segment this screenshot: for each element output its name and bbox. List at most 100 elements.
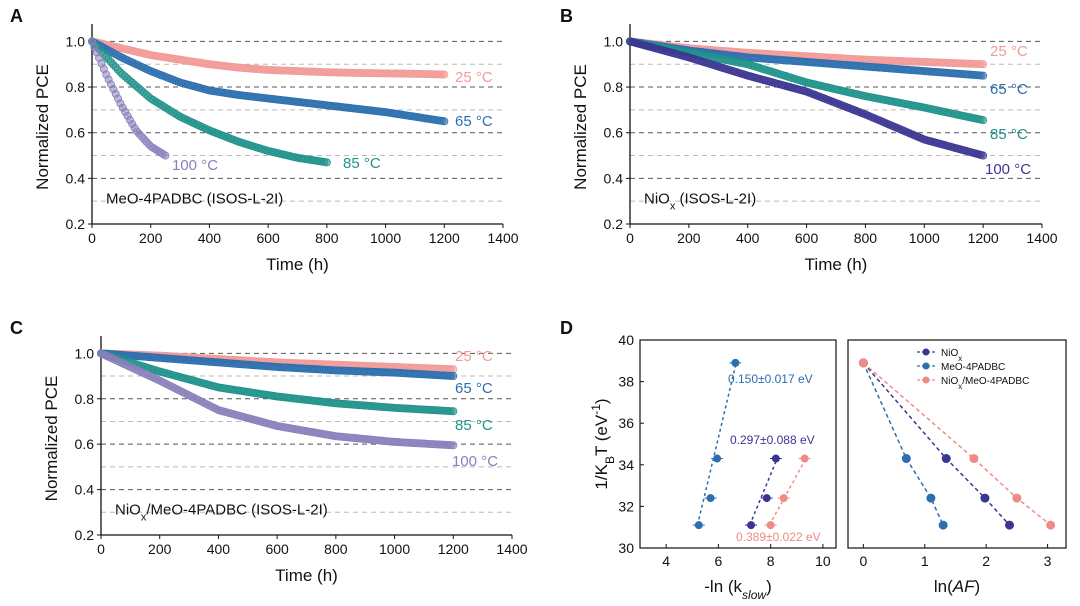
- y-tick-label: 0.8: [75, 391, 95, 407]
- y-tick-label: 30: [618, 540, 634, 556]
- series-label: 85 °C: [455, 417, 493, 434]
- y-tick-label: 0.6: [66, 125, 86, 141]
- x-tick-label: 800: [315, 230, 339, 246]
- panel-a-chart: 0 200 400 600 800 1000 1200 1400 0.2 0.4 0.6 0.8 1.0…: [33, 24, 519, 274]
- data-point: [1046, 520, 1056, 530]
- data-point: [858, 358, 868, 368]
- x-tick-label: 200: [677, 230, 701, 246]
- series-label: 85 °C: [343, 155, 381, 172]
- fit-line: [768, 458, 807, 526]
- xlabel-end: ): [974, 577, 980, 596]
- x-tick-label: 200: [139, 230, 163, 246]
- x-tick-label: 1400: [1026, 230, 1057, 246]
- ylabel-sup: -1: [589, 404, 603, 415]
- panel-inset-label: MeO-4PADBC (ISOS-L-2I): [106, 190, 283, 207]
- series-65C: [97, 349, 458, 381]
- series-label: 25 °C: [455, 69, 493, 86]
- xlabel-sub: slow: [742, 588, 767, 602]
- x-tick-label: 200: [148, 541, 172, 557]
- inset-sub: x: [670, 200, 676, 212]
- series-label: 100 °C: [985, 161, 1031, 178]
- ylabel-sub: B: [603, 456, 617, 464]
- panel-c-chart: 0 200 400 600 800 1000 1200 1400 0.2 0.4 0.6 0.8 1.0…: [42, 336, 528, 585]
- x-tick-label: 1000: [909, 230, 940, 246]
- inset-rest: (ISOS-L-2I): [675, 190, 756, 207]
- data-point: [979, 71, 988, 80]
- panel-inset-label: NiOx (ISOS-L-2I): [644, 190, 756, 212]
- data-point: [901, 454, 911, 464]
- x-tick-label: 1200: [429, 230, 460, 246]
- legend-label: MeO-4PADBC: [941, 362, 1005, 373]
- y-tick-label: 0.4: [75, 482, 95, 498]
- y-tick-label: 0.4: [66, 170, 86, 186]
- data-point: [747, 521, 756, 530]
- y-tick-label: 0.6: [604, 125, 624, 141]
- x-tick-label: 1000: [370, 230, 401, 246]
- x-tick-label: 6: [715, 553, 723, 569]
- activation-energy-label: 0.297±0.088 eV: [730, 433, 815, 447]
- ylabel-mid: T (eV: [592, 414, 611, 456]
- y-axis-label: Normalized PCE: [33, 64, 52, 190]
- x-tick-label: 1400: [487, 230, 518, 246]
- x-tick-label: 1000: [379, 541, 410, 557]
- legend-label: NiOx/MeO-4PADBC: [941, 376, 1029, 391]
- panel-label-b: B: [560, 6, 573, 26]
- data-point: [440, 70, 449, 79]
- series-25C: [88, 37, 449, 79]
- activation-energy-label: 0.389±0.022 eV: [736, 530, 821, 544]
- legend-sub: x: [958, 354, 962, 363]
- y-tick-label: 38: [618, 374, 634, 390]
- x-tick-label: 400: [207, 541, 231, 557]
- x-tick-label: 800: [324, 541, 348, 557]
- x-tick-label: 400: [198, 230, 222, 246]
- series-65C: [88, 37, 449, 126]
- data-point: [979, 116, 988, 125]
- y-tick-label: 1.0: [75, 345, 95, 361]
- x-tick-label: 10: [815, 553, 831, 569]
- legend-marker: [922, 362, 930, 370]
- xlabel-main: -ln (k: [704, 577, 742, 596]
- x-tick-label: 600: [795, 230, 819, 246]
- legend-name: MeO-4PADBC: [941, 362, 1005, 373]
- data-point: [979, 151, 988, 160]
- data-point: [771, 454, 780, 463]
- y-tick-label: 34: [618, 457, 634, 473]
- y-axis-label: Normalized PCE: [571, 64, 590, 190]
- fit-line: [749, 458, 778, 526]
- legend-label: NiOx: [941, 348, 962, 363]
- series-label: 25 °C: [990, 43, 1028, 60]
- series-label: 85 °C: [990, 126, 1028, 143]
- x-tick-label: 0: [97, 541, 105, 557]
- y-axis-label: 1/KBT (eV-1): [589, 398, 617, 489]
- data-point: [449, 372, 458, 381]
- y-tick-label: 32: [618, 498, 634, 514]
- y-tick-label: 0.4: [604, 170, 624, 186]
- data-point: [969, 454, 979, 464]
- data-point: [161, 151, 170, 160]
- data-point: [694, 521, 703, 530]
- x-axis-label: -ln (kslow): [704, 577, 771, 602]
- activation-energy-label: 0.150±0.017 eV: [728, 372, 813, 386]
- x-tick-label: 3: [1044, 553, 1052, 569]
- data-point: [1012, 493, 1022, 503]
- x-tick-label: 1400: [496, 541, 527, 557]
- series-label: 65 °C: [455, 113, 493, 130]
- data-point: [941, 454, 951, 464]
- series-nioxmeo4padbc: [764, 454, 811, 530]
- x-tick-label: 600: [265, 541, 289, 557]
- x-tick-label: 0: [859, 553, 867, 569]
- data-point: [979, 60, 988, 69]
- x-tick-label: 0: [626, 230, 634, 246]
- series-label: 25 °C: [455, 348, 493, 365]
- series-label: 100 °C: [172, 157, 218, 174]
- y-tick-label: 0.8: [604, 79, 624, 95]
- series-line: [862, 362, 1011, 526]
- series-100C: [88, 37, 170, 160]
- series-100C: [97, 349, 458, 450]
- plot-frame: [639, 339, 837, 549]
- legend-name: NiO: [941, 348, 958, 359]
- x-axis-label: Time (h): [275, 566, 338, 585]
- legend-marker: [922, 376, 930, 384]
